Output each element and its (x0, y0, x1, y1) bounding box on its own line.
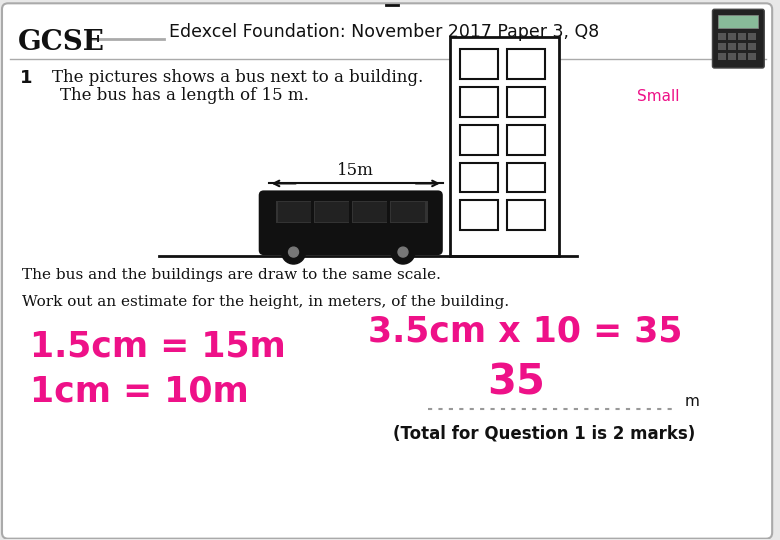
Bar (748, 33, 757, 40)
Bar (508, 125, 545, 154)
Bar (459, 87, 498, 117)
Bar (729, 43, 736, 50)
Bar (739, 43, 746, 50)
Bar (459, 125, 498, 154)
FancyBboxPatch shape (712, 9, 764, 68)
Bar (450, 37, 559, 256)
Text: The pictures shows a bus next to a building.: The pictures shows a bus next to a build… (51, 69, 423, 86)
Bar (739, 33, 746, 40)
Bar (718, 15, 758, 28)
Circle shape (282, 240, 306, 264)
Text: Work out an estimate for the height, in meters, of the building.: Work out an estimate for the height, in … (22, 295, 509, 309)
Circle shape (391, 240, 415, 264)
Bar (353, 202, 387, 222)
Circle shape (398, 247, 408, 257)
Bar (748, 43, 757, 50)
Text: 3.5cm x 10 = 35: 3.5cm x 10 = 35 (368, 315, 682, 349)
Bar (729, 33, 736, 40)
Circle shape (289, 247, 299, 257)
Bar (718, 33, 726, 40)
Bar (387, 201, 390, 223)
Bar (459, 200, 498, 230)
Text: The bus and the buildings are draw to the same scale.: The bus and the buildings are draw to th… (22, 268, 441, 282)
Bar (315, 202, 349, 222)
Bar (729, 53, 736, 60)
Bar (718, 43, 726, 50)
Text: 1: 1 (20, 69, 33, 87)
Bar (748, 53, 757, 60)
Text: 1cm = 10m: 1cm = 10m (30, 374, 249, 408)
Bar (508, 163, 545, 192)
Bar (391, 202, 425, 222)
Text: 35: 35 (488, 362, 545, 403)
FancyBboxPatch shape (2, 3, 772, 539)
Bar (459, 49, 498, 79)
Bar (278, 202, 311, 222)
Bar (508, 49, 545, 79)
FancyBboxPatch shape (259, 191, 443, 255)
Bar (718, 53, 726, 60)
Text: m: m (685, 394, 700, 409)
Text: The bus has a length of 15 m.: The bus has a length of 15 m. (60, 87, 309, 104)
Text: Small: Small (636, 89, 679, 104)
Text: 15m: 15m (337, 163, 374, 179)
Bar (739, 53, 746, 60)
Text: (Total for Question 1 is 2 marks): (Total for Question 1 is 2 marks) (393, 424, 695, 442)
Bar (508, 87, 545, 117)
Bar (459, 163, 498, 192)
Bar (508, 200, 545, 230)
Text: 1.5cm = 15m: 1.5cm = 15m (30, 330, 285, 364)
Text: GCSE: GCSE (18, 29, 105, 56)
Bar (275, 201, 428, 223)
Bar (349, 201, 353, 223)
Bar (311, 201, 314, 223)
Text: Edexcel Foundation: November 2017 Paper 3, Q8: Edexcel Foundation: November 2017 Paper … (169, 23, 599, 41)
